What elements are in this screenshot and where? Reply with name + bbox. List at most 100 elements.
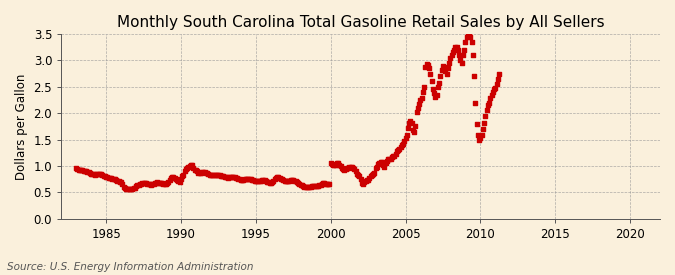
Point [136, 182, 146, 186]
Point [464, 32, 475, 36]
Point [385, 156, 396, 161]
Point [436, 68, 447, 72]
Point [277, 177, 288, 181]
Point [164, 178, 175, 182]
Point [390, 152, 401, 156]
Point [207, 173, 217, 178]
Point [420, 65, 431, 69]
Point [101, 175, 111, 179]
Point [421, 61, 432, 66]
Point [371, 165, 382, 169]
Point [200, 170, 211, 175]
Point [405, 119, 416, 123]
Point [395, 145, 406, 149]
Point [400, 136, 411, 141]
Point [180, 169, 190, 174]
Point [243, 176, 254, 181]
Point [274, 176, 285, 180]
Point [256, 178, 267, 183]
Point [72, 167, 83, 171]
Point [406, 120, 417, 125]
Point [352, 172, 362, 176]
Point [271, 175, 282, 180]
Point [93, 172, 104, 176]
Point [328, 163, 339, 167]
Point [95, 171, 105, 176]
Point [163, 180, 174, 184]
Point [172, 177, 183, 182]
Point [427, 79, 437, 84]
Point [237, 177, 248, 182]
Point [188, 166, 199, 170]
Point [354, 174, 364, 179]
Point [416, 96, 427, 101]
Point [90, 172, 101, 177]
Point [358, 182, 369, 186]
Point [244, 176, 255, 181]
Point [139, 181, 150, 186]
Point [294, 182, 305, 186]
Point [418, 85, 429, 89]
Point [286, 178, 296, 183]
Point [283, 179, 294, 183]
Point [368, 171, 379, 176]
Point [289, 178, 300, 183]
Point [439, 65, 450, 69]
Point [466, 40, 477, 44]
Point [246, 177, 256, 181]
Point [123, 187, 134, 191]
Point [317, 182, 327, 186]
Point [199, 170, 210, 174]
Point [411, 110, 422, 114]
Point [293, 181, 304, 185]
Point [402, 126, 413, 130]
Point [486, 92, 497, 97]
Point [169, 176, 180, 180]
Point [212, 173, 223, 177]
Point [74, 167, 84, 172]
Point [203, 172, 214, 176]
Point [236, 177, 246, 182]
Point [130, 185, 140, 190]
Point [213, 173, 224, 177]
Point [361, 178, 372, 182]
Point [192, 169, 202, 174]
Point [445, 56, 456, 60]
Point [346, 165, 357, 169]
Point [162, 181, 173, 186]
Point [230, 175, 240, 179]
Point [208, 173, 219, 178]
Point [344, 165, 355, 169]
Point [80, 169, 90, 174]
Point [143, 182, 154, 186]
Point [165, 176, 176, 180]
Point [483, 103, 493, 108]
Text: Source: U.S. Energy Information Administration: Source: U.S. Energy Information Administ… [7, 262, 253, 272]
Point [221, 175, 232, 180]
Point [117, 182, 128, 187]
Point [273, 175, 284, 180]
Point [365, 174, 376, 179]
Point [109, 177, 120, 182]
Point [479, 120, 489, 125]
Point [71, 166, 82, 170]
Point [205, 173, 216, 177]
Point [255, 178, 266, 183]
Point [225, 175, 236, 179]
Point [459, 48, 470, 52]
Point [296, 183, 307, 188]
Point [74, 168, 85, 172]
Point [167, 175, 178, 179]
Point [437, 64, 448, 68]
Point [485, 96, 495, 101]
Point [377, 163, 388, 167]
Point [335, 164, 346, 169]
Point [356, 181, 367, 185]
Title: Monthly South Carolina Total Gasoline Retail Sales by All Sellers: Monthly South Carolina Total Gasoline Re… [117, 15, 604, 30]
Point [475, 136, 486, 141]
Point [472, 133, 483, 138]
Point [337, 166, 348, 170]
Point [90, 172, 101, 177]
Point [284, 178, 295, 183]
Point [474, 137, 485, 142]
